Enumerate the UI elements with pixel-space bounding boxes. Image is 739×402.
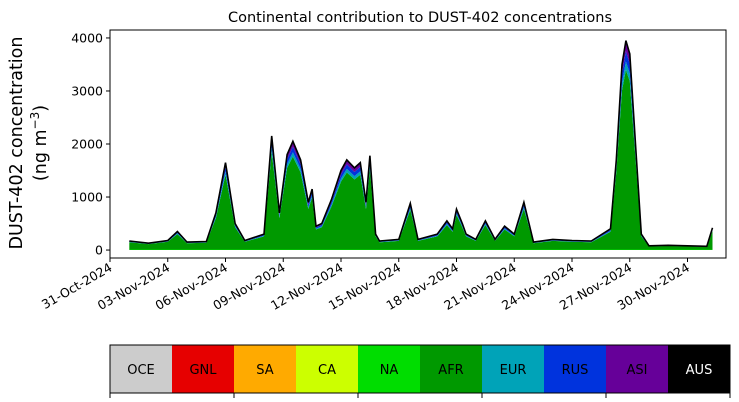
- legend-swatch-afr: [420, 345, 482, 393]
- y-axis-label-line1: DUST-402 concentration: [7, 37, 27, 250]
- legend-swatch-rus: [544, 345, 606, 393]
- y-tick-label: 3000: [71, 83, 103, 98]
- legend-swatch-ca: [296, 345, 358, 393]
- legend-swatch-asi: [606, 345, 668, 393]
- y-tick-label: 2000: [71, 137, 103, 152]
- legend-label-aus: AUS: [686, 363, 713, 378]
- legend-label-afr: AFR: [438, 363, 463, 378]
- legend-swatch-oce: [110, 345, 172, 393]
- legend-label-ca: CA: [318, 363, 336, 378]
- y-tick-label: 1000: [71, 190, 103, 205]
- plot-area: [129, 40, 714, 250]
- legend-label-rus: RUS: [562, 363, 589, 378]
- total-concentration-line: [129, 40, 714, 248]
- legend-swatch-eur: [482, 345, 544, 393]
- y-tick-label: 0: [95, 243, 103, 258]
- y-axis-label-exponent: −3: [28, 112, 42, 130]
- area-na: [129, 249, 713, 250]
- legend-label-gnl: GNL: [189, 363, 217, 378]
- legend-label-sa: SA: [256, 363, 273, 378]
- legend-swatch-na: [358, 345, 420, 393]
- y-axis-label-unit: (ng m: [31, 129, 51, 181]
- legend-label-asi: ASI: [627, 363, 648, 378]
- legend-swatch-gnl: [172, 345, 234, 393]
- y-tick-label: 4000: [71, 30, 103, 45]
- legend-swatch-aus: [668, 345, 730, 393]
- legend-swatch-sa: [234, 345, 296, 393]
- y-axis-label: DUST-402 concentration (ng m−3): [7, 37, 51, 250]
- legend: OCE GNL SA CA NA AFR EUR RUS ASI AUS: [109, 344, 731, 398]
- legend-label-na: NA: [380, 363, 399, 378]
- area-afr: [129, 69, 713, 250]
- legend-label-eur: EUR: [500, 363, 527, 378]
- legend-label-oce: OCE: [127, 363, 155, 378]
- y-axis-label-line2: (ng m−3): [28, 105, 51, 181]
- chart-title: Continental contribution to DUST-402 con…: [228, 10, 612, 26]
- legend-frame: [109, 344, 731, 394]
- y-axis-label-close: ): [31, 105, 51, 112]
